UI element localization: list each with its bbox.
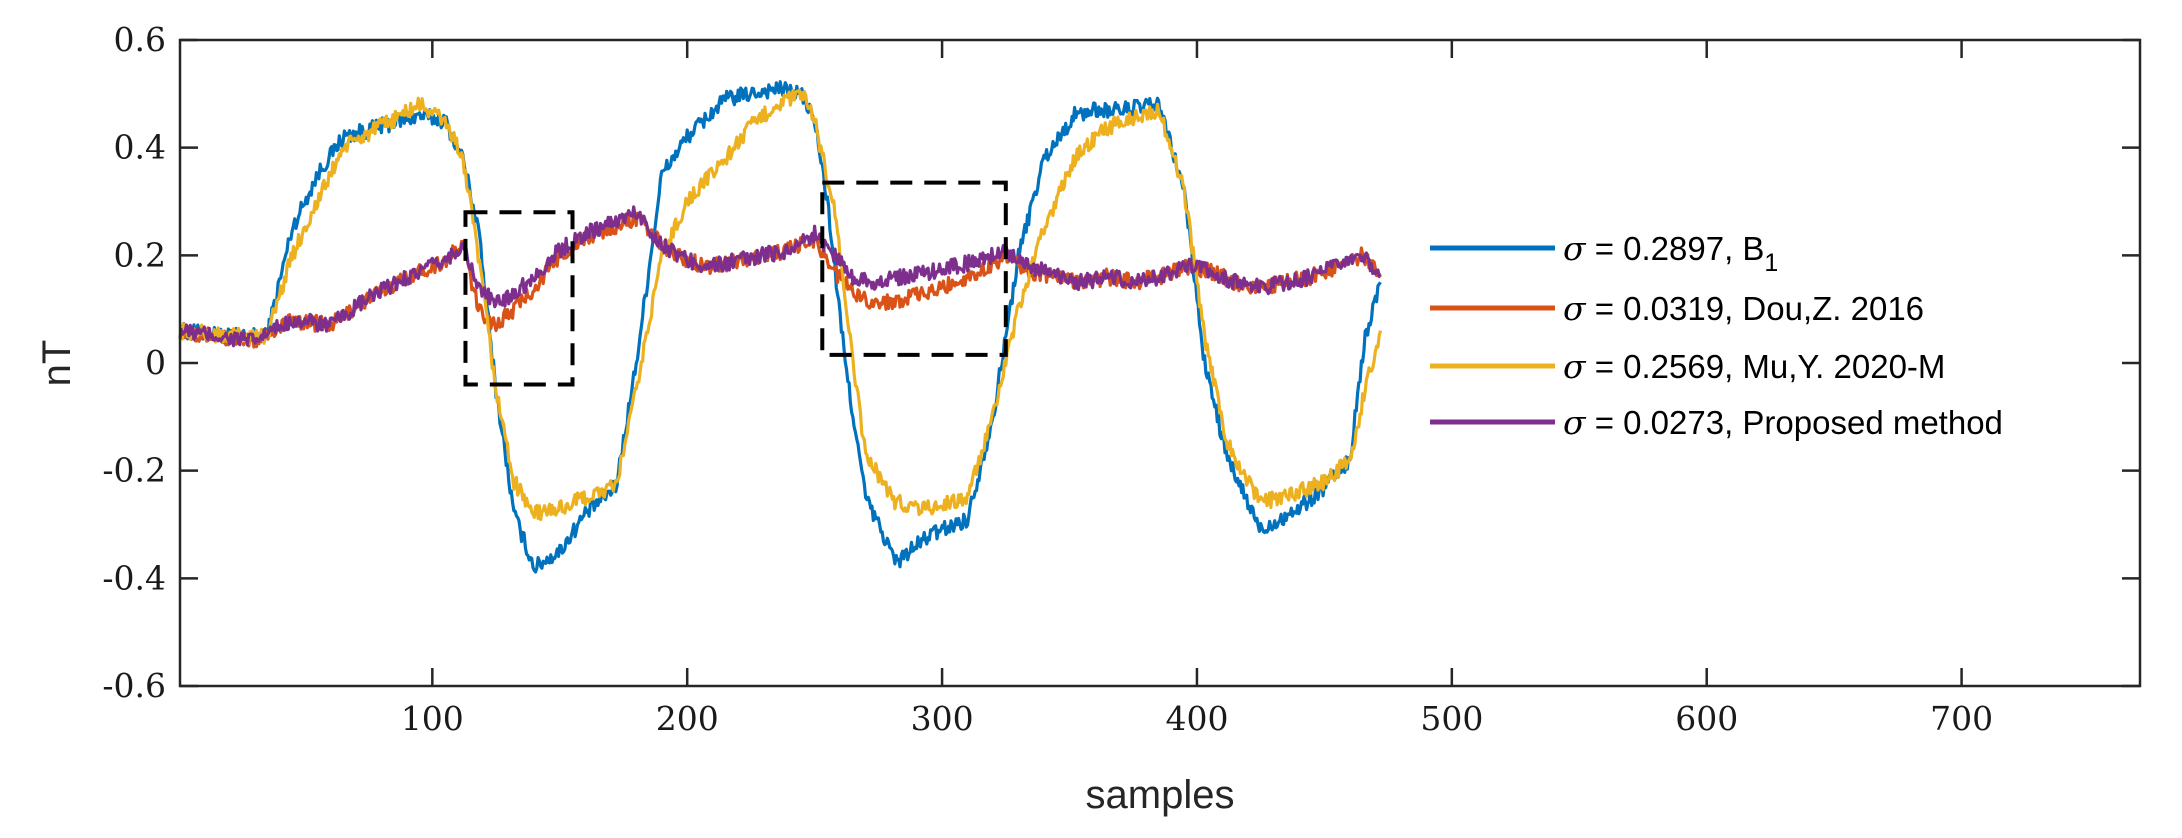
y-tick-label: 0.4 [114,128,166,167]
y-tick-label: -0.4 [102,558,166,597]
legend-label-proposed: σ = 0.0273, Proposed method [1563,403,2003,442]
x-tick-label: 400 [1165,699,1228,738]
legend: σ = 0.2897, B1 σ = 0.0319, Dou,Z. 2016 σ… [1430,229,2003,442]
series-line-mu [178,88,1383,522]
y-tick-label: 0 [145,343,166,382]
x-tick-label: 500 [1420,699,1483,738]
annotation-box-1 [463,210,575,387]
legend-label-b1: σ = 0.2897, B1 [1563,229,1778,277]
axis-ticks: 100 200 300 400 500 600 700 -0.6 -0.4 -0.2 0 0.2 0.4… [102,20,2140,738]
plot-background [180,40,2140,686]
legend-sigma-b1: σ [1563,229,1587,268]
x-tick-label: 100 [401,699,464,738]
annotation-box-2 [820,180,1008,357]
legend-label-dou: σ = 0.0319, Dou,Z. 2016 [1563,289,1924,328]
x-tick-label: 600 [1675,699,1738,738]
legend-sigma-mu: σ [1563,347,1587,386]
legend-text-mu: = 0.2569, Mu,Y. 2020-M [1586,348,1946,385]
y-tick-label: -0.6 [102,666,166,705]
y-tick-label: 0.2 [114,235,166,274]
annotation-boxes [463,180,1008,387]
legend-sigma-dou: σ [1563,289,1587,328]
x-tick-label: 300 [911,699,974,738]
x-axis-label: samples [1086,773,1235,817]
y-tick-label: 0.6 [114,20,166,59]
legend-text-proposed: = 0.0273, Proposed method [1586,404,2003,441]
y-tick-label: -0.2 [102,451,166,490]
y-axis-label: nT [35,340,79,387]
legend-subscript-b1: 1 [1764,249,1778,277]
legend-label-mu: σ = 0.2569, Mu,Y. 2020-M [1563,347,1945,386]
series-line-proposed [178,205,1381,348]
legend-text-dou: = 0.0319, Dou,Z. 2016 [1586,290,1925,327]
x-tick-label: 200 [656,699,719,738]
series-layer [178,80,1383,574]
legend-sigma-proposed: σ [1563,403,1587,442]
legend-text-b1: = 0.2897, B [1586,230,1765,267]
x-tick-label: 700 [1930,699,1993,738]
